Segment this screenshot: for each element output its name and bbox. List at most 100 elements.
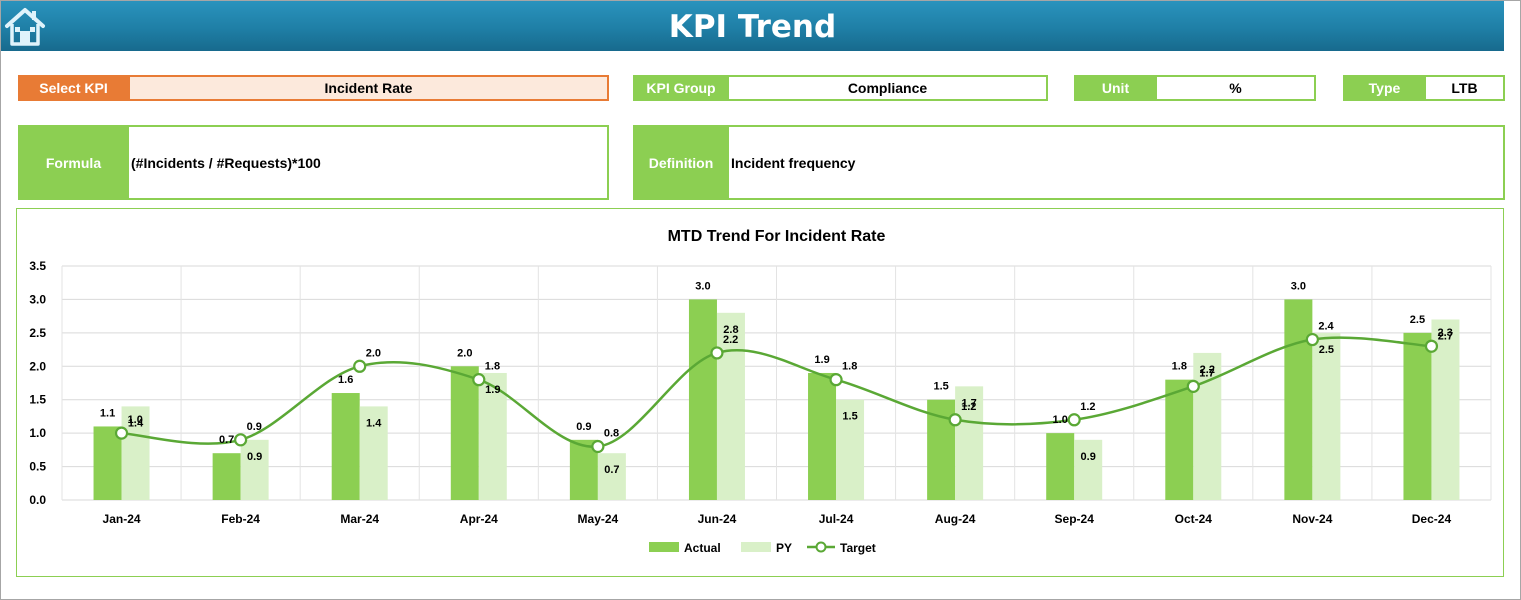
kpi-group-label: KPI Group bbox=[633, 75, 729, 101]
type-label: Type bbox=[1343, 75, 1426, 101]
x-tick-label: Feb-24 bbox=[221, 512, 260, 526]
data-label-py: 0.9 bbox=[1081, 451, 1096, 463]
bar-py bbox=[716, 312, 745, 500]
y-tick-label: 0.5 bbox=[29, 460, 46, 474]
bar-actual bbox=[93, 426, 122, 500]
x-tick-label: Aug-24 bbox=[935, 512, 976, 526]
target-point bbox=[710, 346, 724, 360]
data-label-actual: 0.7 bbox=[219, 434, 234, 446]
data-label-actual: 1.6 bbox=[338, 374, 353, 386]
target-point bbox=[591, 439, 605, 454]
legend-label-actual: Actual bbox=[684, 541, 721, 555]
data-label-target: 1.7 bbox=[1199, 367, 1214, 379]
page-title: KPI Trend bbox=[668, 9, 837, 45]
target-point bbox=[829, 373, 843, 387]
y-tick-label: 3.0 bbox=[29, 292, 46, 306]
x-tick-label: Oct-24 bbox=[1175, 512, 1213, 526]
data-label-actual: 1.9 bbox=[814, 354, 829, 366]
x-tick-label: Mar-24 bbox=[340, 512, 379, 526]
target-point bbox=[1424, 339, 1439, 353]
unit-value: % bbox=[1155, 75, 1316, 101]
data-label-py: 0.7 bbox=[604, 464, 619, 476]
data-label-py: 2.8 bbox=[723, 324, 738, 336]
formula-label: Formula bbox=[18, 125, 129, 200]
type-value: LTB bbox=[1424, 75, 1505, 101]
data-label-actual: 1.1 bbox=[100, 407, 115, 419]
bar-actual bbox=[1284, 299, 1313, 500]
bar-py bbox=[478, 372, 507, 500]
target-point bbox=[1305, 332, 1319, 347]
data-label-actual: 2.5 bbox=[1410, 314, 1425, 326]
data-label-target: 2.3 bbox=[1437, 327, 1452, 339]
bar-py bbox=[240, 439, 269, 500]
bar-actual bbox=[331, 393, 360, 500]
data-label-target: 0.9 bbox=[247, 421, 262, 433]
select-kpi-label: Select KPI bbox=[18, 75, 129, 101]
chart-panel: MTD Trend For Incident Rate 0.0 0.5 1.0 1.5 2… bbox=[16, 208, 1504, 577]
data-label-actual: 1.0 bbox=[1053, 414, 1068, 426]
legend-label-target: Target bbox=[840, 541, 876, 555]
definition-value: Incident frequency bbox=[727, 125, 1505, 200]
x-tick-label: Apr-24 bbox=[460, 512, 498, 526]
bar-actual bbox=[1046, 433, 1075, 500]
bar-py bbox=[1074, 439, 1103, 500]
data-label-py: 1.4 bbox=[366, 417, 382, 429]
bar-actual bbox=[212, 453, 241, 500]
data-label-py: 0.9 bbox=[247, 451, 262, 463]
chart-title: MTD Trend For Incident Rate bbox=[668, 228, 886, 245]
target-point bbox=[353, 359, 367, 373]
home-icon bbox=[5, 8, 45, 46]
unit-label: Unit bbox=[1074, 75, 1157, 101]
legend-swatch-py bbox=[741, 542, 771, 552]
y-tick-label: 0.0 bbox=[29, 493, 46, 507]
target-point bbox=[948, 413, 962, 427]
bar-actual bbox=[1165, 379, 1194, 500]
x-tick-label: May-24 bbox=[578, 512, 619, 526]
data-label-actual: 0.9 bbox=[576, 421, 591, 433]
x-tick-label: Jun-24 bbox=[698, 512, 737, 526]
select-kpi-dropdown[interactable]: Incident Rate bbox=[128, 75, 609, 101]
data-label-actual: 1.5 bbox=[933, 381, 948, 393]
mtd-trend-chart: MTD Trend For Incident Rate 0.0 0.5 1.0 1.5 2… bbox=[29, 228, 1492, 555]
bar-actual bbox=[1403, 332, 1432, 500]
legend-swatch-actual bbox=[649, 542, 679, 552]
kpi-group-value: Compliance bbox=[727, 75, 1048, 101]
target-point bbox=[472, 373, 486, 387]
data-label-py: 2.5 bbox=[1319, 344, 1334, 356]
bar-actual bbox=[808, 372, 837, 500]
bar-py bbox=[121, 406, 150, 500]
data-label-actual: 2.0 bbox=[457, 347, 472, 359]
data-label-target: 1.2 bbox=[1080, 401, 1095, 413]
y-tick-label: 2.5 bbox=[29, 326, 46, 340]
x-tick-label: Nov-24 bbox=[1292, 512, 1332, 526]
bar-py bbox=[359, 406, 388, 500]
y-tick-label: 3.5 bbox=[29, 259, 46, 273]
home-button[interactable] bbox=[4, 5, 46, 47]
data-label-actual: 3.0 bbox=[1291, 280, 1306, 292]
bar-py bbox=[836, 399, 865, 500]
data-label-target: 2.0 bbox=[366, 347, 381, 359]
target-point bbox=[1067, 413, 1081, 427]
data-label-actual: 1.8 bbox=[1172, 361, 1187, 373]
target-point bbox=[1186, 379, 1200, 393]
legend-label-py: PY bbox=[776, 541, 792, 555]
data-label-py: 1.5 bbox=[842, 411, 857, 423]
data-label-target: 1.2 bbox=[961, 401, 976, 413]
x-tick-label: Jan-24 bbox=[103, 512, 141, 526]
x-tick-label: Sep-24 bbox=[1055, 512, 1095, 526]
data-label-py: 1.9 bbox=[485, 384, 500, 396]
data-label-target: 1.8 bbox=[842, 361, 857, 373]
formula-value: (#Incidents / #Requests)*100 bbox=[127, 125, 609, 200]
data-label-py: 1.4 bbox=[128, 417, 144, 429]
title-bar: KPI Trend bbox=[1, 1, 1504, 51]
y-tick-label: 1.0 bbox=[29, 426, 46, 440]
y-tick-label: 2.0 bbox=[29, 359, 46, 373]
data-label-target: 2.2 bbox=[723, 334, 738, 346]
bar-actual bbox=[450, 366, 479, 500]
legend-marker-target bbox=[815, 541, 827, 553]
y-tick-label: 1.5 bbox=[29, 393, 46, 407]
bar-py bbox=[955, 386, 984, 500]
data-label-py: 2.7 bbox=[1438, 330, 1453, 342]
data-label-target: 0.8 bbox=[604, 428, 619, 440]
x-tick-label: Jul-24 bbox=[819, 512, 854, 526]
